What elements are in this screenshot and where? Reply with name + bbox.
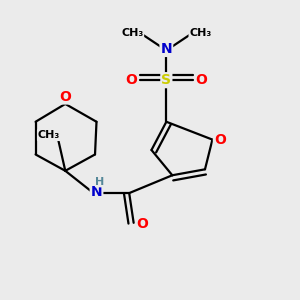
Text: O: O (214, 133, 226, 147)
Text: O: O (196, 73, 207, 87)
Text: O: O (59, 89, 71, 103)
Text: CH₃: CH₃ (189, 28, 212, 38)
Text: N: N (160, 42, 172, 56)
Text: O: O (136, 217, 148, 231)
Text: H: H (95, 177, 105, 187)
Text: CH₃: CH₃ (121, 28, 143, 38)
Text: N: N (91, 184, 102, 199)
Text: O: O (125, 73, 137, 87)
Text: CH₃: CH₃ (38, 130, 60, 140)
Text: S: S (161, 73, 171, 87)
